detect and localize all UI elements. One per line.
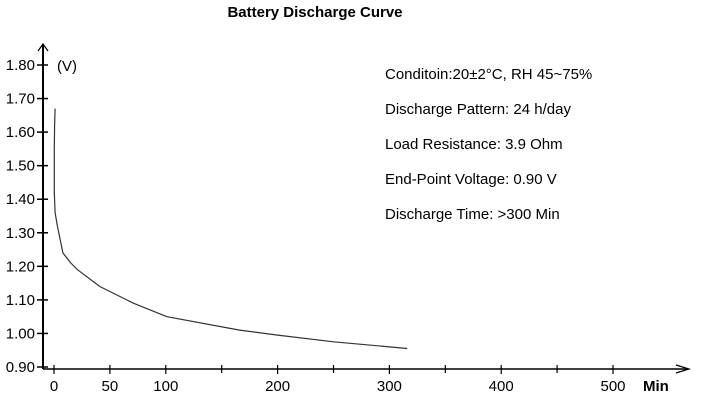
discharge-curve bbox=[53, 108, 408, 350]
x-tick-label: 0 bbox=[50, 378, 58, 395]
y-tick-label: 1.20 bbox=[6, 258, 35, 275]
y-axis-label: (V) bbox=[57, 58, 77, 75]
x-tick-label: 100 bbox=[153, 378, 178, 395]
chart-title: Battery Discharge Curve bbox=[227, 4, 403, 21]
annotation-time: Discharge Time: >300 Min bbox=[385, 206, 560, 223]
y-tick-label: 1.60 bbox=[6, 124, 35, 141]
x-tick-label: 50 bbox=[102, 378, 119, 395]
y-axis-arrow-icon bbox=[37, 42, 49, 52]
annotation-pattern: Discharge Pattern: 24 h/day bbox=[385, 101, 571, 118]
x-tick-label: 500 bbox=[600, 378, 625, 395]
annotation-condition: Conditoin:20±2°C, RH 45~75% bbox=[385, 66, 593, 83]
y-tick-label: 1.80 bbox=[6, 57, 35, 74]
y-tick-label: 1.00 bbox=[6, 325, 35, 342]
x-tick-label: 200 bbox=[265, 378, 290, 395]
y-tick-label: 1.30 bbox=[6, 225, 35, 242]
annotation-endpoint: End-Point Voltage: 0.90 V bbox=[385, 171, 557, 188]
x-axis-label: Min bbox=[643, 378, 669, 395]
x-tick-label: 300 bbox=[377, 378, 402, 395]
x-tick-label: 400 bbox=[489, 378, 514, 395]
test-conditions: Conditoin:20±2°C, RH 45~75% Discharge Pa… bbox=[385, 66, 592, 241]
y-tick-label: 1.50 bbox=[6, 158, 35, 175]
x-axis-arrow-icon bbox=[675, 364, 692, 374]
y-tick-label: 1.40 bbox=[6, 191, 35, 208]
y-tick-label: 1.70 bbox=[6, 91, 35, 108]
y-tick-label: 0.90 bbox=[6, 359, 35, 376]
annotation-load: Load Resistance: 3.9 Ohm bbox=[385, 136, 563, 153]
y-tick-label: 1.10 bbox=[6, 292, 35, 309]
